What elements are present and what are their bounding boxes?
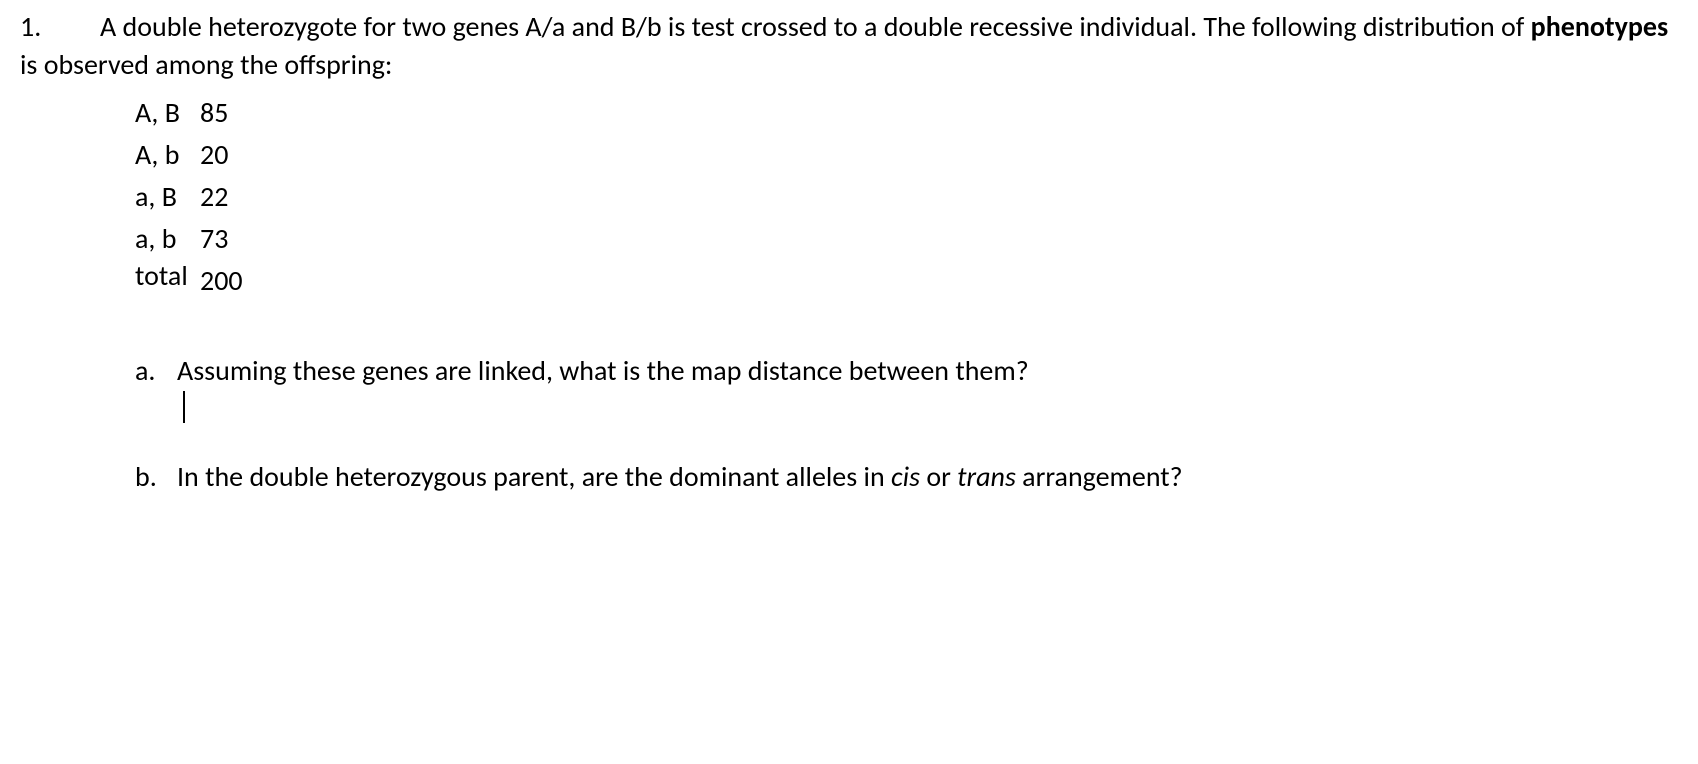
- sub-text: Assuming these genes are linked, what is…: [177, 352, 1678, 424]
- sub-text: In the double heterozygous parent, are t…: [177, 458, 1678, 496]
- italic-trans: trans: [957, 459, 1016, 494]
- intro-bold: phenotypes: [1531, 9, 1668, 44]
- table-row-total: total 200: [135, 260, 1678, 302]
- sub-question-a: a. Assuming these genes are linked, what…: [135, 352, 1678, 424]
- table-row: A, b 20: [135, 134, 1678, 176]
- table-row: a, B 22: [135, 176, 1678, 218]
- phenotype-count: 20: [200, 134, 228, 176]
- table-row: a, b 73: [135, 218, 1678, 260]
- total-value: 200: [200, 260, 243, 302]
- question-number: 1.: [20, 8, 100, 46]
- sub-a-text: Assuming these genes are linked, what is…: [177, 353, 1029, 388]
- phenotype-label: a, B: [135, 176, 200, 218]
- phenotype-count: 22: [200, 176, 228, 218]
- phenotype-count: 85: [200, 92, 228, 134]
- phenotype-label: A, b: [135, 134, 200, 176]
- phenotype-count: 73: [200, 218, 228, 260]
- phenotype-data-table: A, B 85 A, b 20 a, B 22 a, b 73 total 20…: [135, 92, 1678, 302]
- table-row: A, B 85: [135, 92, 1678, 134]
- intro-text-1: A double heterozygote for two genes A/a …: [100, 9, 1531, 44]
- sub-letter: a.: [135, 352, 177, 424]
- italic-cis: cis: [891, 459, 920, 494]
- sub-questions: a. Assuming these genes are linked, what…: [135, 352, 1678, 497]
- sub-b-text-1: In the double heterozygous parent, are t…: [177, 459, 891, 494]
- phenotype-label: A, B: [135, 92, 200, 134]
- question-intro: 1.A double heterozygote for two genes A/…: [20, 8, 1678, 84]
- sub-letter: b.: [135, 458, 177, 496]
- sub-question-b: b. In the double heterozygous parent, ar…: [135, 458, 1678, 496]
- sub-b-text-2: or: [920, 459, 957, 494]
- total-label: total: [135, 260, 200, 292]
- phenotype-label: a, b: [135, 218, 200, 260]
- text-cursor-icon: [183, 391, 185, 423]
- sub-b-text-3: arrangement?: [1016, 459, 1183, 494]
- intro-text-2: is observed among the offspring:: [20, 47, 392, 82]
